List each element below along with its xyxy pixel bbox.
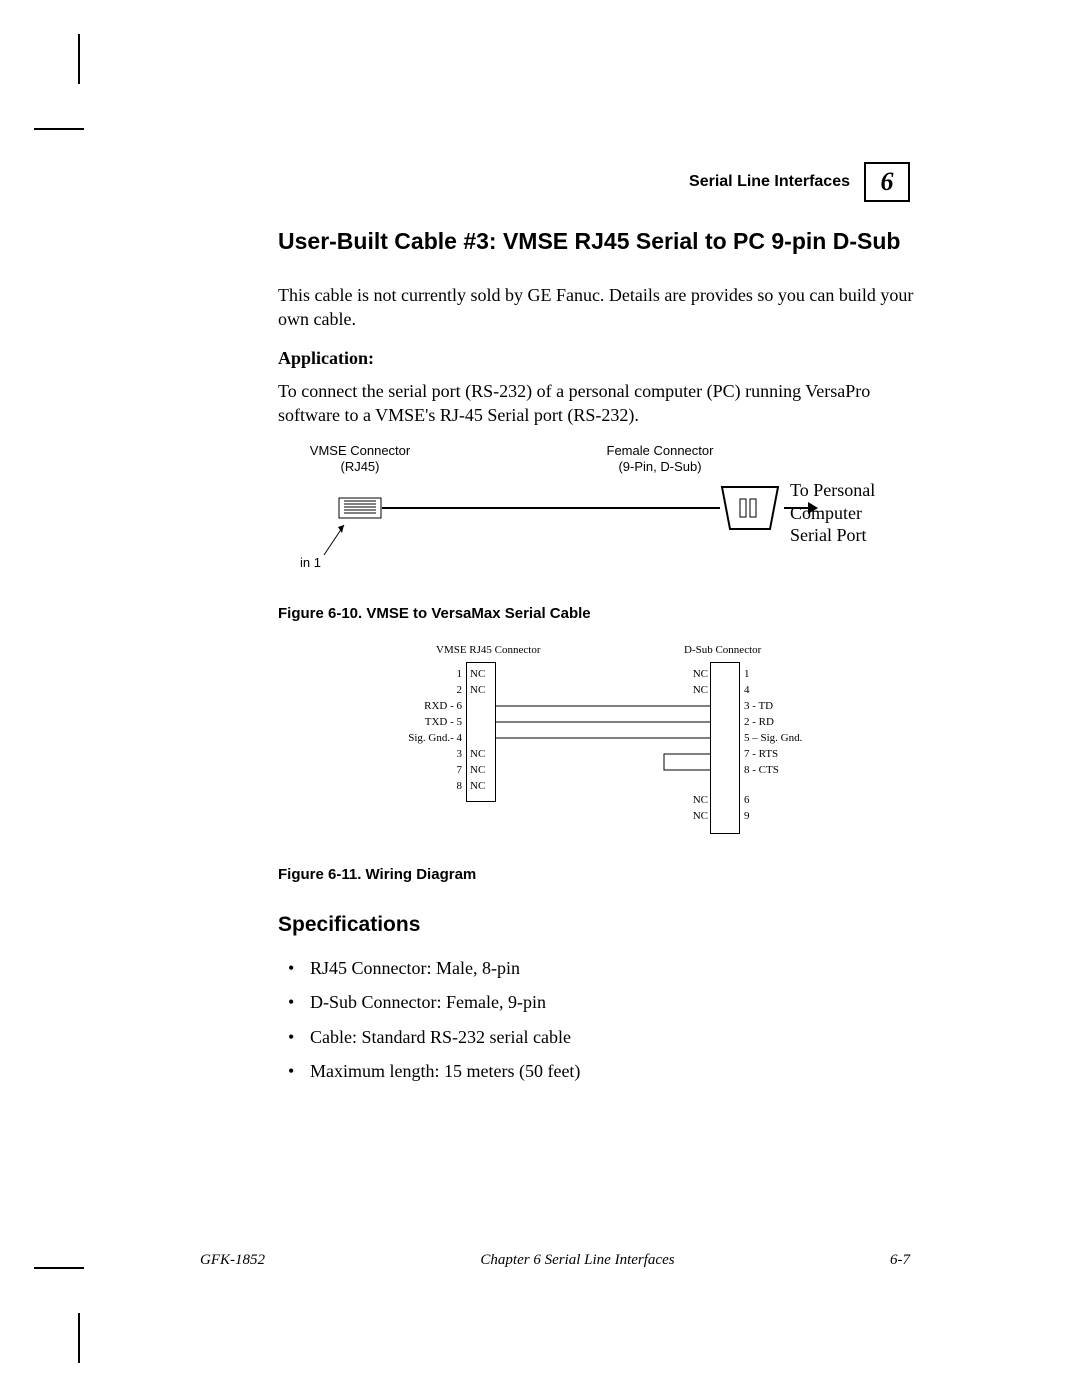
spec-item: Cable: Standard RS-232 serial cable xyxy=(310,1020,918,1054)
page-footer: GFK-1852 Chapter 6 Serial Line Interface… xyxy=(200,1252,910,1269)
pin-label-left: TXD - 5 xyxy=(408,716,462,728)
figure-caption: Figure 6-11. Wiring Diagram xyxy=(278,866,918,883)
to-pc-label: To Personal Computer Serial Port xyxy=(790,479,875,547)
pin1-label: in 1 xyxy=(300,555,321,570)
spec-item: Maximum length: 15 meters (50 feet) xyxy=(310,1054,918,1088)
rj45-icon xyxy=(338,497,382,519)
page-title: User-Built Cable #3: VMSE RJ45 Serial to… xyxy=(278,228,918,255)
pin-label-right: 8 - CTS xyxy=(744,764,779,776)
spec-item: D-Sub Connector: Female, 9-pin xyxy=(310,985,918,1019)
pin-label-right: 3 - TD xyxy=(744,700,773,712)
lbl-text: (RJ45) xyxy=(340,459,379,474)
lbl-text: Computer xyxy=(790,503,862,523)
lbl-text: (9-Pin, D-Sub) xyxy=(618,459,701,474)
crop-mark xyxy=(34,1267,84,1269)
crop-mark xyxy=(34,128,84,130)
lbl-text: VMSE Connector xyxy=(310,443,410,458)
application-heading: Application: xyxy=(278,348,918,369)
specifications-heading: Specifications xyxy=(278,913,918,937)
pin-label-left: Sig. Gnd.- 4 xyxy=(408,732,462,744)
chapter-number-box: 6 xyxy=(864,162,910,202)
pin-label-left: 3 xyxy=(408,748,462,760)
pin-label-left: 7 xyxy=(408,764,462,776)
pin-nc-left: NC xyxy=(470,668,485,680)
crop-mark xyxy=(78,1313,80,1363)
pin-nc-left: NC xyxy=(470,764,485,776)
pin-label-right: 6 xyxy=(744,794,750,806)
pin-label-right: 4 xyxy=(744,684,750,696)
pin-nc-left: NC xyxy=(470,780,485,792)
wiring-left-header: VMSE RJ45 Connector xyxy=(436,644,541,656)
footer-left: GFK-1852 xyxy=(200,1252,265,1269)
cable-line xyxy=(382,507,720,509)
pin-label-right: 5 – Sig. Gnd. xyxy=(744,732,802,744)
pin1-leader xyxy=(320,521,348,555)
right-connector-label: Female Connector (9-Pin, D-Sub) xyxy=(590,443,730,476)
pin-label-left: RXD - 6 xyxy=(408,700,462,712)
wiring-right-header: D-Sub Connector xyxy=(684,644,761,656)
footer-right: 6-7 xyxy=(890,1252,910,1269)
page-header: Serial Line Interfaces 6 xyxy=(200,162,910,202)
pin-label-right: 7 - RTS xyxy=(744,748,778,760)
pin-label-right: 9 xyxy=(744,810,750,822)
footer-center: Chapter 6 Serial Line Interfaces xyxy=(480,1252,674,1269)
crop-mark xyxy=(78,34,80,84)
lbl-text: Female Connector xyxy=(607,443,714,458)
spec-item: RJ45 Connector: Male, 8-pin xyxy=(310,951,918,985)
wiring-diagram: VMSE RJ45 Connector D-Sub Connector 1 NC 2… xyxy=(408,644,828,844)
page-content: User-Built Cable #3: VMSE RJ45 Serial to… xyxy=(278,228,918,1088)
lbl-text: To Personal xyxy=(790,480,875,500)
specifications-list: RJ45 Connector: Male, 8-pinD-Sub Connect… xyxy=(278,951,918,1088)
intro-paragraph: This cable is not currently sold by GE F… xyxy=(278,283,918,332)
pin-nc-left: NC xyxy=(470,748,485,760)
figure-caption: Figure 6-10. VMSE to VersaMax Serial Cab… xyxy=(278,605,918,622)
left-connector-label: VMSE Connector (RJ45) xyxy=(300,443,420,476)
pin-label-right: 2 - RD xyxy=(744,716,774,728)
lbl-text: Serial Port xyxy=(790,525,867,545)
cable-diagram: VMSE Connector (RJ45) Female Connector (… xyxy=(290,443,890,583)
pin-label-right: 1 xyxy=(744,668,750,680)
dsub-icon xyxy=(720,485,780,531)
wiring-lines xyxy=(496,662,710,842)
pin-label-left: 2 xyxy=(408,684,462,696)
right-connector-box xyxy=(710,662,740,834)
pin-label-left: 8 xyxy=(408,780,462,792)
header-label: Serial Line Interfaces xyxy=(689,173,850,191)
pin-label-left: 1 xyxy=(408,668,462,680)
application-text: To connect the serial port (RS-232) of a… xyxy=(278,379,918,428)
pin-nc-left: NC xyxy=(470,684,485,696)
